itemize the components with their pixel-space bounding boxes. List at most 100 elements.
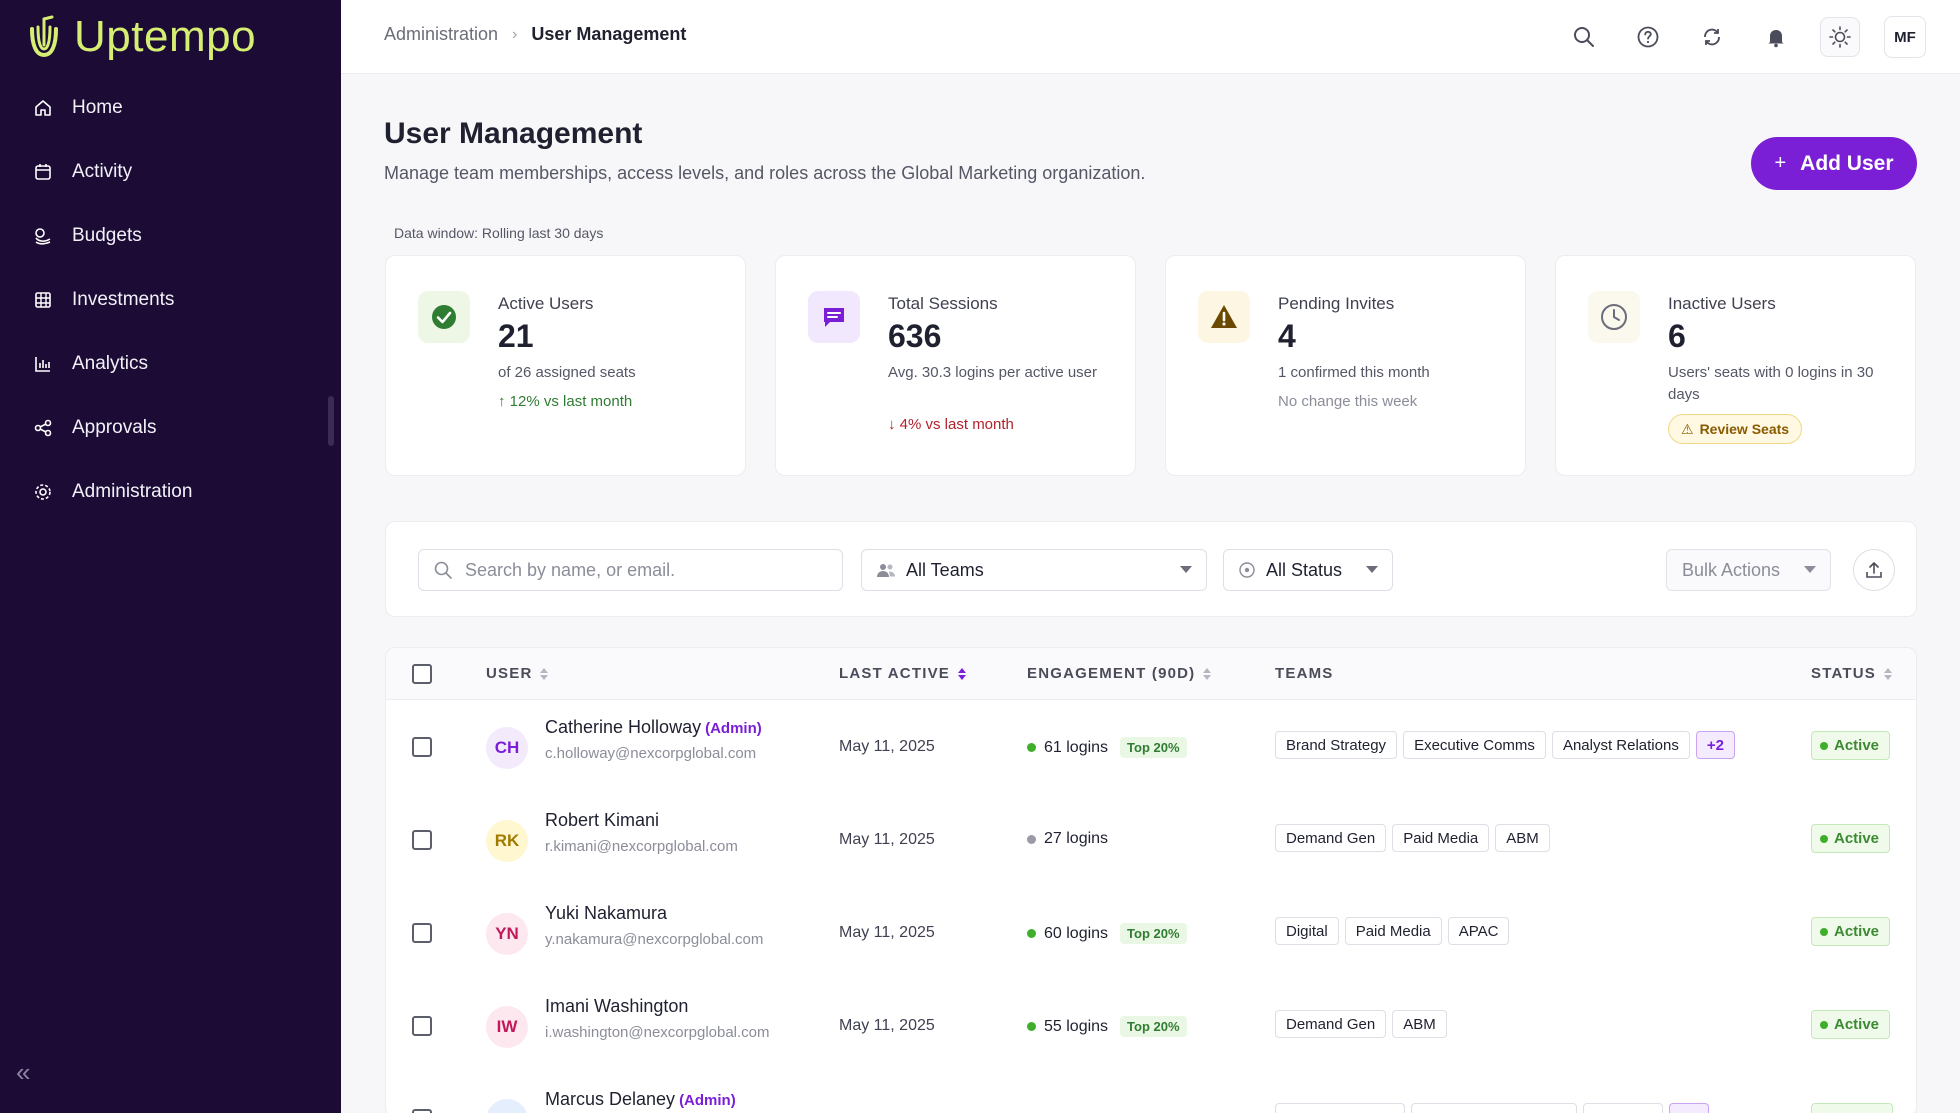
sidebar-item-label: Activity: [72, 161, 133, 182]
table-row[interactable]: RK Robert Kimani r.kimani@nexcorpglobal.…: [386, 794, 1916, 887]
help-button[interactable]: [1628, 17, 1668, 57]
add-user-button[interactable]: + Add User: [1751, 137, 1917, 190]
column-header-teams: TEAMS: [1275, 665, 1334, 682]
sort-active-icon: [957, 667, 966, 680]
column-label: TEAMS: [1275, 665, 1334, 682]
bulk-actions-select[interactable]: Bulk Actions: [1666, 549, 1831, 591]
user-avatar-button[interactable]: MF: [1884, 16, 1926, 58]
data-window-label: Data window: Rolling last 30 days: [394, 225, 604, 241]
team-tag: Brand Strategy: [1275, 731, 1398, 759]
stat-title: Active Users: [498, 294, 594, 313]
teams-filter-select[interactable]: All Teams: [861, 549, 1207, 591]
row-checkbox[interactable]: [412, 830, 432, 850]
stat-title: Total Sessions: [888, 294, 998, 313]
theme-toggle-button[interactable]: [1820, 17, 1860, 57]
table-header: USER LAST ACTIVE ENGAGEMENT (90D) TEAMS …: [386, 648, 1916, 700]
avatar: IW: [486, 1006, 528, 1048]
column-header-engagement[interactable]: ENGAGEMENT (90D): [1027, 665, 1212, 682]
status-dot-icon: [1820, 1020, 1828, 1029]
notifications-button[interactable]: [1756, 17, 1796, 57]
chevron-down-icon: [1366, 566, 1378, 573]
top-badge: Top 20%: [1120, 1016, 1187, 1037]
row-checkbox[interactable]: [412, 737, 432, 757]
status-badge: Active: [1811, 917, 1891, 946]
last-active: May 11, 2025: [839, 738, 935, 755]
sidebar-item-label: Analytics: [72, 353, 149, 374]
home-icon: [32, 97, 54, 119]
table-row[interactable]: YN Yuki Nakamura y.nakamura@nexcorpgloba…: [386, 887, 1916, 980]
row-checkbox[interactable]: [412, 1109, 432, 1113]
bar-chart-icon: [32, 353, 54, 375]
top-badge: Top 20%: [1120, 923, 1187, 944]
breadcrumb-item-administration[interactable]: Administration: [384, 24, 499, 44]
sidebar-item-label: Budgets: [72, 225, 142, 246]
stat-value: 636: [888, 318, 942, 354]
status-filter-value: All Status: [1266, 559, 1343, 580]
search-button[interactable]: [1564, 17, 1604, 57]
last-active: May 11, 2025: [839, 831, 935, 848]
export-button[interactable]: [1853, 549, 1895, 591]
user-email: i.washington@nexcorpglobal.com: [545, 1024, 770, 1041]
status-label: Active: [1834, 830, 1880, 847]
sidebar-item-budgets[interactable]: Budgets: [0, 204, 341, 268]
sort-icon: [1203, 667, 1212, 680]
engagement-dot-icon: [1027, 1022, 1036, 1031]
user-email: c.holloway@nexcorpglobal.com: [545, 745, 757, 762]
stat-subtext: of 26 assigned seats: [498, 364, 636, 381]
topbar-actions: MF: [1564, 16, 1926, 58]
admin-tag: (Admin): [705, 720, 762, 737]
user-name-text: Catherine Holloway: [545, 717, 702, 737]
avatar: CH: [486, 727, 528, 769]
page-subtitle: Manage team memberships, access levels, …: [384, 163, 1146, 183]
stat-value: 6: [1668, 318, 1686, 354]
plus-icon: +: [1774, 152, 1787, 174]
table-row[interactable]: IW Imani Washington i.washington@nexcorp…: [386, 980, 1916, 1073]
sidebar-item-investments[interactable]: Investments: [0, 268, 341, 332]
chevron-down-icon: [1180, 566, 1192, 573]
review-seats-button[interactable]: ⚠ Review Seats: [1668, 414, 1803, 444]
user-name: Robert Kimani: [545, 810, 660, 830]
status-filter-select[interactable]: All Status: [1223, 549, 1393, 591]
column-label: LAST ACTIVE: [839, 665, 950, 682]
row-checkbox[interactable]: [412, 1016, 432, 1036]
warning-icon: [1198, 291, 1250, 343]
column-label: STATUS: [1811, 665, 1876, 682]
search-field[interactable]: [418, 549, 843, 591]
sidebar-item-administration[interactable]: Administration: [0, 460, 341, 524]
team-tag: [1583, 1103, 1663, 1113]
coins-icon: [32, 225, 54, 247]
stat-subtext: Avg. 30.3 logins per active user: [888, 364, 1098, 381]
more-teams-badge[interactable]: +2: [1695, 731, 1735, 759]
column-header-user[interactable]: USER: [486, 665, 549, 682]
sidebar-item-approvals[interactable]: Approvals: [0, 396, 341, 460]
team-tag: APAC: [1447, 917, 1510, 945]
refresh-button[interactable]: [1692, 17, 1732, 57]
status-badge: Active: [1811, 731, 1891, 760]
select-all-checkbox[interactable]: [412, 664, 432, 684]
last-active: May 11, 2025: [839, 924, 935, 941]
stat-card-inactive-users: Inactive Users 6 Users' seats with 0 log…: [1555, 255, 1916, 476]
sidebar-item-activity[interactable]: Activity: [0, 140, 341, 204]
team-tag: Paid Media: [1392, 824, 1490, 852]
stat-trend: ↓ 4% vs last month: [888, 416, 1014, 433]
app-logo[interactable]: Uptempo: [26, 12, 256, 62]
row-checkbox[interactable]: [412, 923, 432, 943]
table-row[interactable]: CH Catherine Holloway (Admin) c.holloway@…: [386, 701, 1916, 794]
refresh-icon: [1704, 28, 1720, 46]
sidebar-item-analytics[interactable]: Analytics: [0, 332, 341, 396]
users-icon: [877, 564, 895, 577]
column-header-last-active[interactable]: LAST ACTIVE: [839, 665, 966, 682]
user-name: Yuki Nakamura: [545, 903, 668, 923]
more-teams-badge[interactable]: [1669, 1103, 1709, 1113]
sidebar-item-home[interactable]: Home: [0, 76, 341, 140]
team-tags: Demand Gen Paid Media ABM: [1275, 824, 1550, 852]
status-badge: Active: [1811, 824, 1891, 853]
collapse-sidebar-button[interactable]: «: [16, 1057, 31, 1087]
sun-icon: [1829, 26, 1851, 48]
chat-icon: [808, 291, 860, 343]
table-row[interactable]: MD Marcus Delaney(Admin): [386, 1073, 1916, 1113]
sidebar-resize-handle[interactable]: [328, 396, 334, 446]
search-input[interactable]: [465, 559, 825, 581]
column-header-status[interactable]: STATUS: [1811, 665, 1892, 682]
team-tag: Demand Gen: [1275, 1010, 1387, 1038]
